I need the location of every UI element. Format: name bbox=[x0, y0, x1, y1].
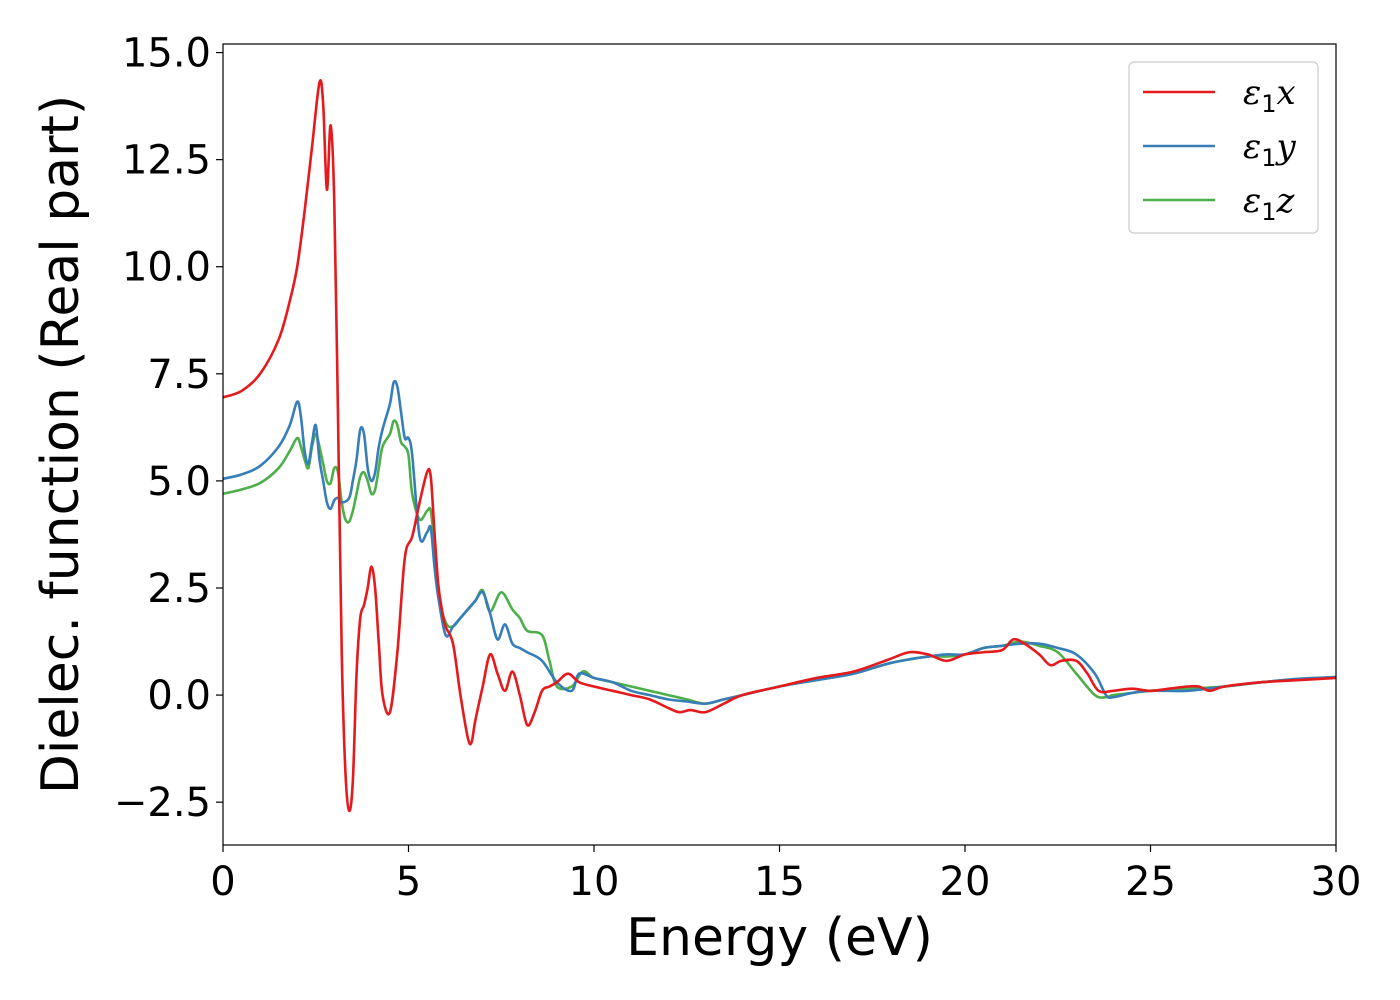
y-axis-ticks: −2.5 0.0 2.5 5.0 7.5 10.0 12.5 15.0 bbox=[114, 31, 223, 826]
y-tick-label: 2.5 bbox=[147, 566, 211, 612]
y-tick-label: 7.5 bbox=[147, 352, 211, 398]
x-tick-label: 5 bbox=[396, 859, 421, 905]
series-lines bbox=[223, 79, 1336, 813]
x-tick-label: 10 bbox=[569, 859, 620, 905]
y-axis-label: Dielec. function (Real part) bbox=[31, 95, 91, 794]
x-tick-label: 30 bbox=[1311, 859, 1362, 905]
x-tick-label: 20 bbox=[940, 859, 991, 905]
legend-label-x: ε1x bbox=[1243, 73, 1296, 118]
x-tick-label: 0 bbox=[210, 859, 235, 905]
legend: ε1x ε1y ε1z bbox=[1128, 61, 1319, 234]
y-tick-label: −2.5 bbox=[114, 780, 211, 826]
y-tick-label: 10.0 bbox=[122, 245, 211, 291]
y-tick-label: 12.5 bbox=[122, 138, 211, 184]
x-tick-label: 25 bbox=[1125, 859, 1176, 905]
y-tick-label: 5.0 bbox=[147, 459, 211, 505]
y-tick-label: 0.0 bbox=[147, 673, 211, 719]
series-line-x bbox=[223, 79, 1336, 813]
legend-box bbox=[1128, 61, 1319, 234]
x-axis-label: Energy (eV) bbox=[626, 908, 933, 968]
x-axis-ticks: 0 5 10 15 20 25 30 bbox=[210, 845, 1361, 905]
series-line-z bbox=[223, 419, 1336, 705]
y-tick-label: 15.0 bbox=[122, 31, 211, 77]
series-line-y bbox=[223, 379, 1336, 705]
legend-label-z: ε1z bbox=[1243, 181, 1296, 226]
x-tick-label: 15 bbox=[754, 859, 805, 905]
legend-label-y: ε1y bbox=[1243, 127, 1297, 172]
